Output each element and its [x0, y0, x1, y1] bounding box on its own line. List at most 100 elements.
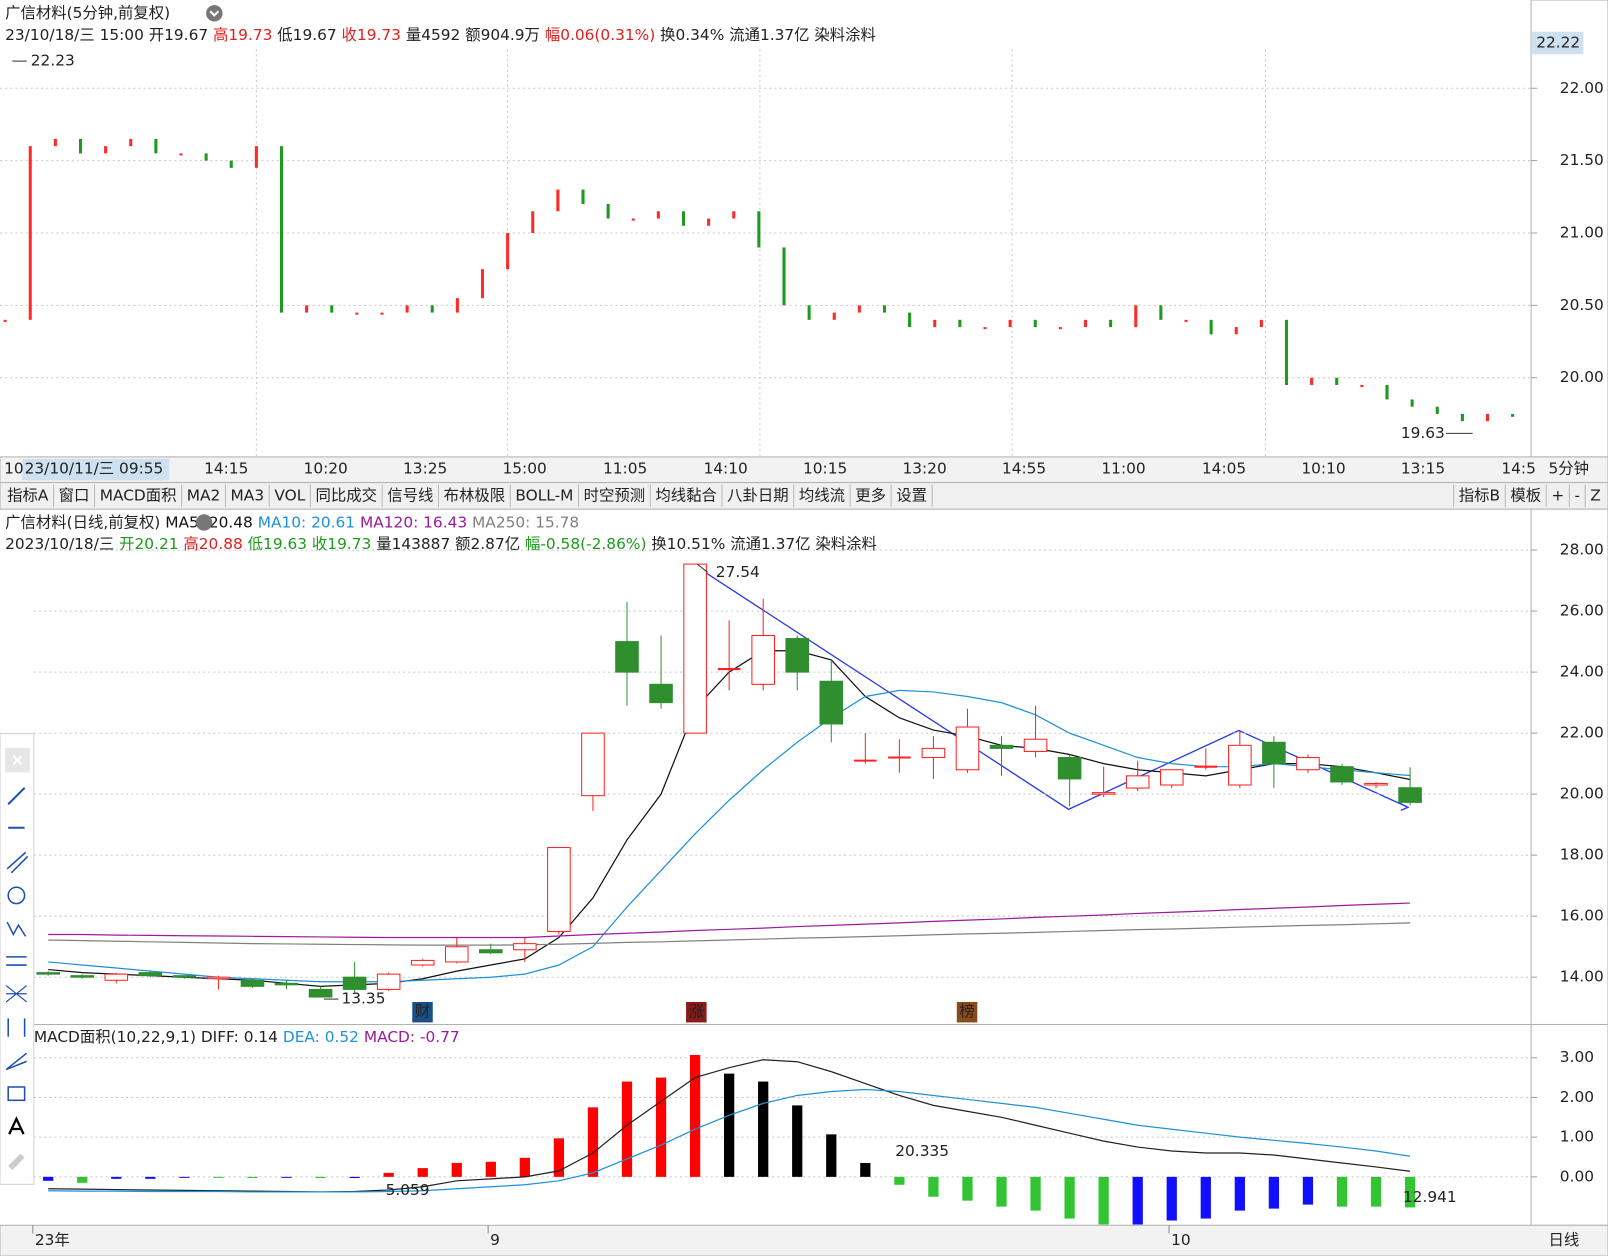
toolbar-item[interactable]: BOLL-M [515, 486, 573, 504]
event-marker-bg [686, 1001, 707, 1023]
intraday-bar [757, 211, 761, 248]
area-label: 20.335 [895, 1142, 949, 1160]
intraday-bar [782, 247, 786, 306]
macd-bar [758, 1081, 769, 1177]
intraday-bar [1335, 377, 1339, 385]
tool-arrow[interactable] [7, 787, 26, 805]
time-label: 10:15 [803, 460, 847, 478]
toolbar-item[interactable]: 八卦日期 [727, 486, 788, 504]
toolbar-item[interactable]: 布林极限 [444, 486, 505, 504]
intraday-bar [1284, 319, 1289, 385]
intraday-info: 23/10/18/三 15:00 开19.67 高19.73 低19.67 收1… [5, 25, 876, 43]
time-label: 10:20 [304, 460, 348, 478]
current-price: 22.22 [1536, 34, 1580, 52]
event-marker[interactable]: 涨 [689, 1003, 704, 1021]
intraday-bar [455, 298, 459, 313]
candle-body [36, 972, 60, 975]
toolbar-item[interactable]: 设置 [896, 486, 927, 504]
toolbar-item[interactable]: 模板 [1510, 486, 1541, 504]
intraday-bar [380, 312, 384, 315]
intraday-bar [3, 319, 7, 322]
macd-bar [1370, 1176, 1382, 1207]
intraday-period[interactable]: 5分钟 [1549, 460, 1590, 478]
tool-speed[interactable] [5, 1052, 28, 1071]
intraday-bar [1058, 327, 1062, 330]
tool-parallel[interactable] [6, 851, 29, 874]
macd-bar [417, 1168, 428, 1177]
macd-bar [145, 1176, 156, 1179]
toolbar-item[interactable]: 均线流 [799, 486, 845, 504]
y-tick-label: 28.00 [1560, 541, 1604, 559]
intraday-bar [807, 305, 811, 320]
macd-legend: MACD: -0.77 [364, 1027, 460, 1045]
intraday-bar [104, 146, 108, 154]
title-dropdown[interactable] [206, 5, 223, 22]
macd-bar [724, 1073, 735, 1177]
low-label: 13.35 [341, 990, 385, 1008]
tool-rect[interactable] [7, 1086, 26, 1102]
y-tick-label: 2.00 [1560, 1088, 1594, 1106]
time-label: 11:05 [603, 460, 647, 478]
tool-wave[interactable] [6, 921, 27, 937]
toolbar-item[interactable]: - [1574, 486, 1580, 504]
candle-body [70, 975, 95, 978]
toolbar-item[interactable]: 更多 [855, 486, 886, 504]
area-label: 5.059 [386, 1181, 430, 1199]
tool-text[interactable] [8, 1116, 25, 1135]
candle-body [342, 976, 367, 990]
intraday-bar [1134, 305, 1138, 328]
toolbar-item[interactable]: MA2 [187, 486, 221, 504]
macd-bar [1404, 1176, 1416, 1208]
candle-body [444, 946, 469, 963]
toolbar-item[interactable]: 指标B [1459, 486, 1500, 504]
intraday-bar [330, 305, 334, 313]
candle-body [1330, 766, 1354, 783]
trend-lines [695, 565, 1410, 811]
intraday-bar [882, 305, 887, 313]
toolbar-item[interactable]: 窗口 [59, 486, 90, 504]
daily-period[interactable]: 日线 [1549, 1231, 1580, 1249]
toolbar-item[interactable]: 时空预测 [584, 486, 645, 504]
macd-bar [1302, 1176, 1314, 1205]
time-label: 23/10/11/三 09:55 [25, 460, 164, 478]
tool-gann[interactable] [6, 956, 27, 966]
toolbar-item[interactable]: 信号线 [387, 486, 433, 504]
toolbar-item[interactable]: Z [1590, 486, 1601, 504]
date-label: 23年 [35, 1231, 70, 1249]
toolbar-item[interactable]: 同比成交 [316, 486, 377, 504]
time-label: 14:10 [703, 460, 747, 478]
day-separators [255, 49, 1266, 457]
y-tick-label: 14.00 [1560, 968, 1604, 986]
tool-eraser[interactable] [8, 1153, 25, 1170]
toolbar-item[interactable]: MA3 [231, 486, 265, 504]
ma-legend: MA250: 15.78 [472, 513, 579, 531]
event-marker[interactable]: 榜 [959, 1003, 974, 1021]
toolbar-item[interactable]: MACD面积 [100, 486, 177, 504]
candle-body [989, 744, 1014, 749]
toolbar-item[interactable]: VOL [274, 486, 305, 504]
toolbar-item[interactable]: 指标A [7, 486, 49, 504]
y-tick-label: 18.00 [1560, 846, 1604, 864]
candle-body [1296, 757, 1320, 771]
tool-circle[interactable] [7, 886, 26, 905]
tool-fan[interactable] [5, 985, 28, 1003]
intraday-bar [78, 138, 83, 154]
y-tick-label: 20.00 [1560, 785, 1604, 803]
time-label: 14:05 [1202, 460, 1246, 478]
info-field: 量143887 [376, 535, 450, 553]
intraday-bar [179, 153, 183, 156]
toolbar-item[interactable]: 均线黏合 [655, 486, 716, 504]
intraday-bar [1385, 384, 1389, 400]
toolbar-item[interactable]: + [1551, 486, 1564, 504]
macd-bar [179, 1176, 190, 1178]
title-dropdown[interactable] [195, 514, 213, 531]
drawing-toolbar [0, 733, 35, 1185]
macd-bar [655, 1077, 667, 1177]
event-marker[interactable]: 财 [415, 1003, 430, 1021]
tool-period[interactable] [7, 1018, 26, 1037]
y-tick-label: 3.00 [1560, 1048, 1594, 1066]
info-field: 开19.67 [149, 25, 208, 43]
intraday-bar [531, 211, 535, 233]
price-axis-macd [1530, 1023, 1608, 1226]
